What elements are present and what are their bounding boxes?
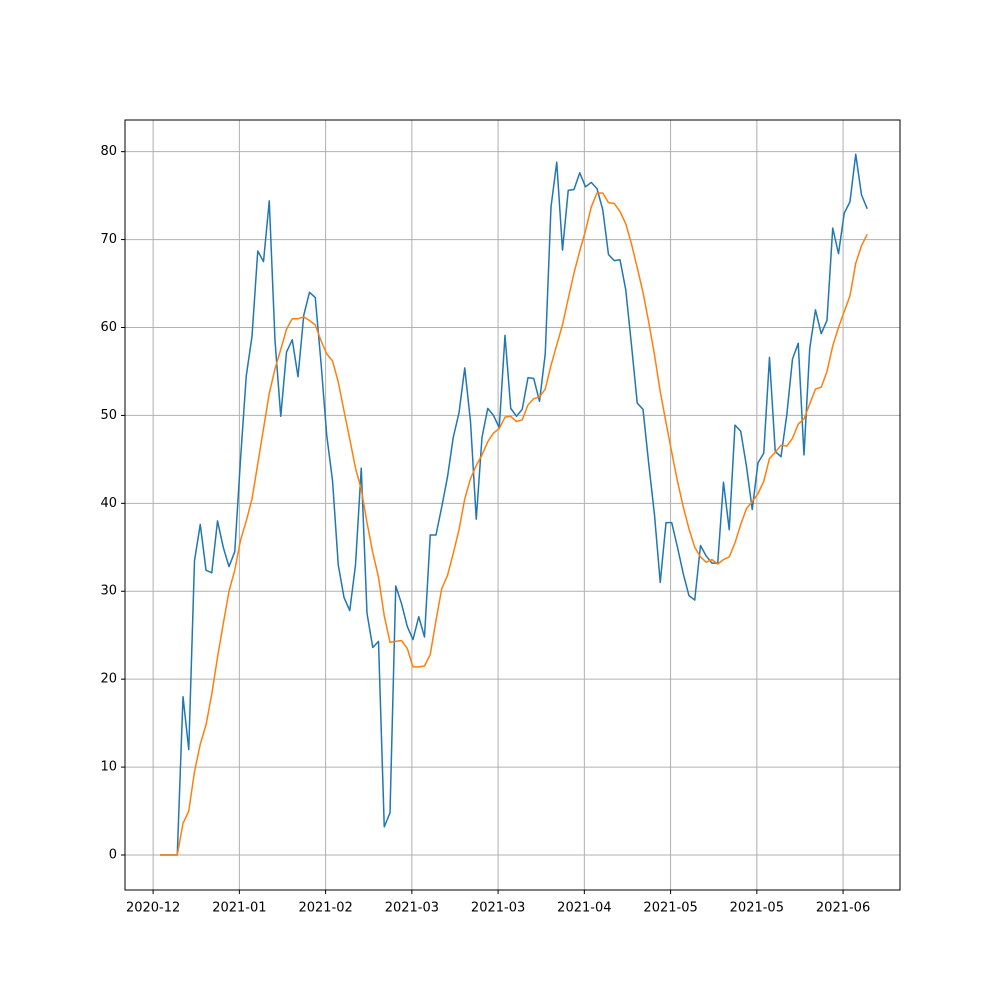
y-tick-label: 40 — [100, 496, 117, 511]
y-tick-label: 80 — [100, 144, 117, 159]
line-series — [160, 192, 868, 856]
x-tick-label: 2021-05 — [730, 901, 784, 916]
x-tick-label: 2020-12 — [126, 901, 180, 916]
x-tick-label: 2021-05 — [643, 901, 697, 916]
x-tick-label: 2021-03 — [471, 901, 525, 916]
y-tick-label: 50 — [100, 408, 117, 423]
line-series — [160, 153, 868, 856]
y-tick-label: 70 — [100, 232, 117, 247]
y-tick-label: 30 — [100, 584, 117, 599]
y-tick-label: 20 — [100, 672, 117, 687]
y-tick-label: 60 — [100, 320, 117, 335]
x-tick-label: 2021-06 — [816, 901, 870, 916]
x-tick-label: 2021-02 — [298, 901, 352, 916]
x-tick-label: 2021-03 — [385, 901, 439, 916]
y-tick-label: 10 — [100, 760, 117, 775]
x-tick-label: 2021-01 — [212, 901, 266, 916]
y-tick-label: 0 — [109, 848, 117, 863]
x-tick-label: 2021-04 — [557, 901, 611, 916]
plot-frame — [124, 119, 901, 891]
